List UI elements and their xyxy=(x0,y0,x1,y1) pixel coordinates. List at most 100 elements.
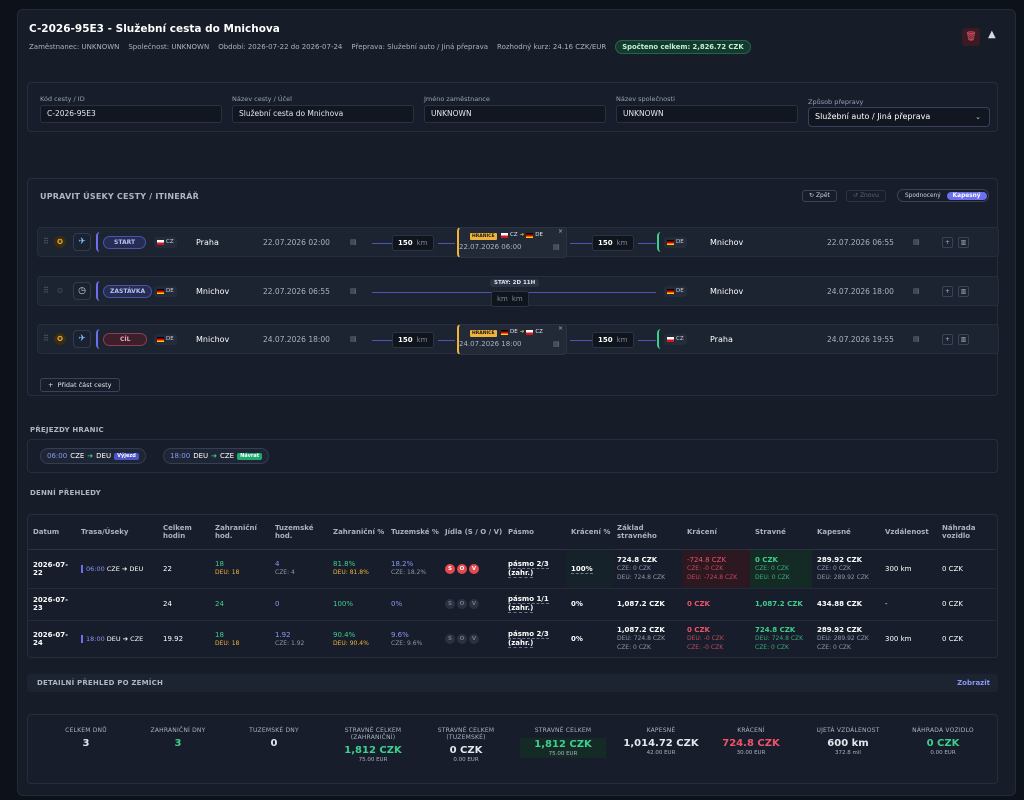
zone-select[interactable]: pásmo 2/3 (zahr.) xyxy=(508,630,549,648)
collapse-icon[interactable]: ▲ xyxy=(988,29,996,40)
meal-toggle[interactable]: O xyxy=(457,599,467,609)
cut-pct-input[interactable]: 0% xyxy=(571,635,583,643)
country-chip[interactable]: CZ xyxy=(664,334,687,345)
add-segment-button[interactable]: + Přidat část cesty xyxy=(40,378,120,392)
cell-date: 2026-07-24 xyxy=(28,620,76,657)
remove-border-icon[interactable]: × xyxy=(557,228,563,235)
to-datetime[interactable]: 24.07.2026 19:55 xyxy=(827,335,894,344)
sub-value: CZE: -0 CZK xyxy=(687,564,724,572)
calendar-icon[interactable]: ▤ xyxy=(350,335,357,343)
trash-icon[interactable]: ▥ xyxy=(958,286,969,297)
country-chip[interactable]: DE xyxy=(154,334,177,345)
meal-icon[interactable]: ✪ xyxy=(57,287,63,295)
show-details-link[interactable]: Zobrazit xyxy=(957,679,990,687)
delete-trip-button[interactable]: 🗑 xyxy=(962,28,980,46)
calendar-icon[interactable]: ▤ xyxy=(350,287,357,295)
plane-icon[interactable]: ✈ xyxy=(73,233,91,251)
from-city[interactable]: Praha xyxy=(196,238,219,247)
crossing-chip[interactable]: 06:00 CZE ➔ DEU Výjezd xyxy=(40,448,146,464)
summary-foreign-allowance: STRAVNÉ CELKEM (ZAHRANIČNÍ) 1,812 CZK 75.0… xyxy=(328,727,418,763)
border-datetime[interactable]: 24.07.2026 18:00 xyxy=(459,340,522,348)
meal-toggle[interactable]: O xyxy=(457,563,467,574)
drag-handle-icon[interactable]: ⠿ xyxy=(43,286,49,295)
from-datetime[interactable]: 22.07.2026 06:55 xyxy=(263,287,330,296)
summary-unit: 0.00 EUR xyxy=(453,757,479,763)
plane-icon[interactable]: ✈ xyxy=(73,330,91,348)
meal-icon[interactable]: ✪ xyxy=(54,333,66,345)
country-chip[interactable]: DE xyxy=(664,286,687,297)
meal-toggle[interactable]: S xyxy=(445,599,455,609)
route-line xyxy=(638,243,656,244)
meal-toggle[interactable]: V xyxy=(469,599,479,609)
calendar-icon[interactable]: ▤ xyxy=(913,335,920,343)
from-city[interactable]: Mnichov xyxy=(196,335,230,344)
remove-border-icon[interactable]: × xyxy=(557,325,563,332)
company-input[interactable]: UNKNOWN xyxy=(616,105,798,123)
calendar-icon[interactable]: ▤ xyxy=(913,287,920,295)
undo-label: Zpět xyxy=(815,192,830,199)
summary-total-allowance: STRAVNÉ CELKEM 1,812 CZK 75.00 EUR xyxy=(520,727,606,758)
clock-icon[interactable]: ◷ xyxy=(73,282,91,300)
add-segment-icon[interactable]: + xyxy=(942,334,953,345)
meal-toggle[interactable]: S xyxy=(445,563,455,574)
employee-input[interactable]: UNKNOWN xyxy=(424,105,606,123)
meal-toggle[interactable]: V xyxy=(469,634,479,644)
from-datetime[interactable]: 24.07.2026 18:00 xyxy=(263,335,330,344)
trash-icon[interactable]: ▥ xyxy=(958,334,969,345)
add-segment-icon[interactable]: + xyxy=(942,237,953,248)
redo-button[interactable]: ↺ Znovu xyxy=(846,190,886,202)
zone-select[interactable]: pásmo 2/3 (zahr.) xyxy=(508,559,549,578)
meal-icon[interactable]: ✪ xyxy=(54,236,66,248)
country-chip[interactable]: DE xyxy=(154,286,177,297)
value: 0% xyxy=(391,600,403,608)
calendar-icon[interactable]: ▤ xyxy=(553,340,560,348)
from-datetime[interactable]: 22.07.2026 02:00 xyxy=(263,238,330,247)
code-input[interactable]: C-2026-95E3 xyxy=(40,105,222,123)
undo-button[interactable]: ↻ Zpět xyxy=(802,190,837,202)
mode-option-a[interactable]: Spodnocený xyxy=(905,192,941,199)
cut-pct-input[interactable]: 0% xyxy=(571,600,583,608)
border-datetime[interactable]: 22.07.2026 06:00 xyxy=(459,243,522,251)
cut-pct-input[interactable]: 100% xyxy=(571,564,593,574)
to-datetime[interactable]: 22.07.2026 06:55 xyxy=(827,238,894,247)
itinerary-section: UPRAVIT ÚSEKY CESTY / ITINERÁŘ ↻ Zpět ↺ … xyxy=(27,178,999,396)
km-input[interactable]: 150 km xyxy=(592,235,634,251)
to-datetime[interactable]: 24.07.2026 18:00 xyxy=(827,287,894,296)
from-city[interactable]: Mnichov xyxy=(196,287,230,296)
mode-toggle[interactable]: Spodnocený Kapesný xyxy=(897,189,989,202)
border-to: DE xyxy=(535,232,543,238)
calendar-icon[interactable]: ▤ xyxy=(913,238,920,246)
km-input[interactable]: km km xyxy=(491,291,529,307)
meal-toggle[interactable]: V xyxy=(469,563,479,574)
add-segment-icon[interactable]: + xyxy=(942,286,953,297)
trash-icon[interactable]: ▥ xyxy=(958,237,969,248)
km-input[interactable]: 150 km xyxy=(392,235,434,251)
cell-zone: pásmo 1/1 (zahr.) xyxy=(503,588,566,621)
meal-toggle[interactable]: O xyxy=(457,634,467,644)
to-city[interactable]: Mnichov xyxy=(710,287,744,296)
sub-value: DEU: 724.8 CZK xyxy=(617,635,666,642)
km-input[interactable]: 150 km xyxy=(392,332,434,348)
calendar-icon[interactable]: ▤ xyxy=(350,238,357,246)
summary-label: TUZEMSKÉ DNY xyxy=(249,727,299,734)
crossing-chip[interactable]: 18:00 DEU ➔ CZE Návrat xyxy=(163,448,270,464)
table-header-row: Datum Trasa/Úseky Celkem hodin Zahraničn… xyxy=(28,515,996,550)
name-input[interactable]: Služební cesta do Mnichova xyxy=(232,105,414,123)
drag-handle-icon[interactable]: ⠿ xyxy=(43,237,49,246)
zone-select[interactable]: pásmo 1/1 (zahr.) xyxy=(508,595,549,613)
col-base: Základ stravného xyxy=(612,515,682,550)
mode-option-b[interactable]: Kapesný xyxy=(946,191,987,200)
country-chip[interactable]: CZ xyxy=(154,237,177,248)
km-unit: km xyxy=(416,239,428,247)
calendar-icon[interactable]: ▤ xyxy=(553,243,560,251)
drag-handle-icon[interactable]: ⠿ xyxy=(43,334,49,343)
transport-select[interactable]: Služební auto / Jiná přeprava ⌄ xyxy=(808,107,990,127)
km-input[interactable]: 150 km xyxy=(592,332,634,348)
meal-toggle[interactable]: S xyxy=(445,634,455,644)
cell-foreign-hours: 18 DEU: 18 xyxy=(210,620,270,657)
to-city[interactable]: Praha xyxy=(710,335,733,344)
summary-value: 3 xyxy=(82,738,90,749)
country-chip[interactable]: DE xyxy=(664,237,687,248)
table-row: 2026-07-22 06:00 CZE ➔ DEU 22 18 DEU: 18 4… xyxy=(28,549,996,589)
to-city[interactable]: Mnichov xyxy=(710,238,744,247)
